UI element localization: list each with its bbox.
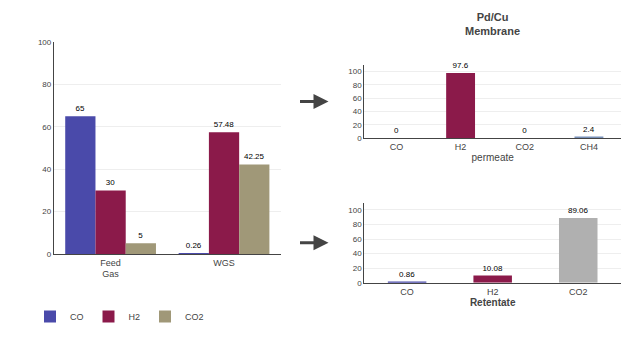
svg-text:0.26: 0.26 bbox=[186, 241, 202, 250]
svg-text:permeate: permeate bbox=[472, 152, 515, 163]
svg-text:CO: CO bbox=[390, 142, 404, 152]
svg-text:60: 60 bbox=[42, 123, 51, 132]
svg-text:42.25: 42.25 bbox=[244, 152, 265, 161]
svg-text:80: 80 bbox=[42, 80, 51, 89]
svg-text:WGS: WGS bbox=[213, 258, 235, 268]
svg-text:100: 100 bbox=[348, 67, 362, 76]
svg-text:0: 0 bbox=[47, 250, 52, 259]
svg-text:100: 100 bbox=[348, 206, 362, 215]
svg-text:40: 40 bbox=[42, 165, 51, 174]
svg-text:0.86: 0.86 bbox=[399, 270, 415, 279]
svg-text:0: 0 bbox=[357, 134, 362, 143]
svg-text:60: 60 bbox=[353, 235, 362, 244]
svg-text:0: 0 bbox=[357, 279, 362, 288]
svg-text:2.4: 2.4 bbox=[583, 125, 595, 134]
svg-text:20: 20 bbox=[353, 121, 362, 130]
svg-text:80: 80 bbox=[353, 81, 362, 90]
svg-text:5: 5 bbox=[138, 231, 143, 240]
svg-text:89.06: 89.06 bbox=[568, 206, 589, 215]
svg-text:CO: CO bbox=[70, 312, 84, 322]
svg-text:CH4: CH4 bbox=[580, 142, 598, 152]
svg-text:Retentate: Retentate bbox=[470, 297, 516, 308]
svg-text:10.08: 10.08 bbox=[482, 264, 503, 273]
svg-text:57.48: 57.48 bbox=[214, 120, 235, 129]
svg-text:0: 0 bbox=[394, 126, 399, 135]
svg-text:20: 20 bbox=[353, 264, 362, 273]
svg-text:40: 40 bbox=[353, 249, 362, 258]
svg-text:60: 60 bbox=[353, 94, 362, 103]
svg-text:CO: CO bbox=[400, 287, 414, 297]
svg-text:H2: H2 bbox=[487, 287, 499, 297]
svg-text:97.6: 97.6 bbox=[453, 61, 469, 70]
svg-text:CO2: CO2 bbox=[569, 287, 588, 297]
svg-text:0: 0 bbox=[522, 126, 527, 135]
svg-text:80: 80 bbox=[353, 220, 362, 229]
svg-text:FeedGas: FeedGas bbox=[100, 258, 121, 280]
svg-text:20: 20 bbox=[42, 207, 51, 216]
svg-text:H2: H2 bbox=[129, 312, 141, 322]
svg-text:65: 65 bbox=[76, 104, 85, 113]
svg-text:Pd/CuMembrane: Pd/CuMembrane bbox=[465, 11, 520, 37]
svg-text:30: 30 bbox=[106, 178, 115, 187]
svg-text:40: 40 bbox=[353, 107, 362, 116]
svg-text:H2: H2 bbox=[455, 142, 467, 152]
svg-text:CO2: CO2 bbox=[185, 312, 204, 322]
svg-text:100: 100 bbox=[38, 38, 52, 47]
svg-text:CO2: CO2 bbox=[516, 142, 535, 152]
